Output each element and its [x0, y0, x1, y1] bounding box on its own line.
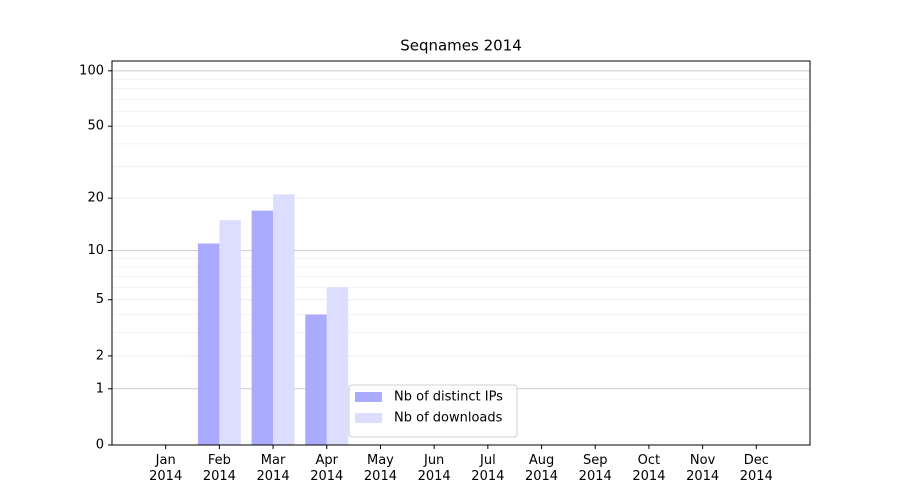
- x-tick-label: Oct 2014: [632, 453, 666, 484]
- legend-label: Nb of downloads: [394, 411, 503, 426]
- x-tick-label: Apr 2014: [310, 453, 344, 484]
- y-tick-label: 2: [96, 348, 104, 363]
- y-tick-label: 5: [96, 292, 104, 307]
- x-tick-label: Sep 2014: [578, 453, 612, 484]
- y-tick-label: 0: [96, 438, 104, 453]
- y-tick-label: 20: [87, 191, 104, 206]
- x-tick-label: Dec 2014: [739, 453, 773, 484]
- x-tick-label: Jun 2014: [417, 453, 451, 484]
- x-tick-label: May 2014: [363, 453, 397, 484]
- bar: [219, 220, 241, 445]
- x-tick-label: Mar 2014: [256, 453, 290, 484]
- legend-label: Nb of distinct IPs: [394, 390, 503, 405]
- legend-box: [348, 384, 518, 438]
- bar: [197, 243, 220, 445]
- chart-title: Seqnames 2014: [400, 37, 522, 55]
- bar: [273, 194, 295, 445]
- legend-swatch: [355, 413, 382, 423]
- x-tick-label: Jan 2014: [149, 453, 183, 484]
- x-tick-label: Feb 2014: [202, 453, 236, 484]
- axes-frame: [111, 60, 811, 446]
- y-tick-label: 1: [96, 381, 104, 396]
- y-tick-label: 100: [79, 63, 104, 78]
- y-tick-label: 50: [87, 119, 104, 134]
- x-tick-label: Nov 2014: [686, 453, 720, 484]
- x-tick-label: Jul 2014: [471, 453, 505, 484]
- bar: [251, 210, 274, 445]
- bar: [326, 287, 349, 445]
- legend-swatch: [355, 392, 382, 402]
- bar: [305, 314, 327, 445]
- x-tick-label: Aug 2014: [524, 453, 559, 484]
- y-tick-label: 10: [87, 243, 104, 258]
